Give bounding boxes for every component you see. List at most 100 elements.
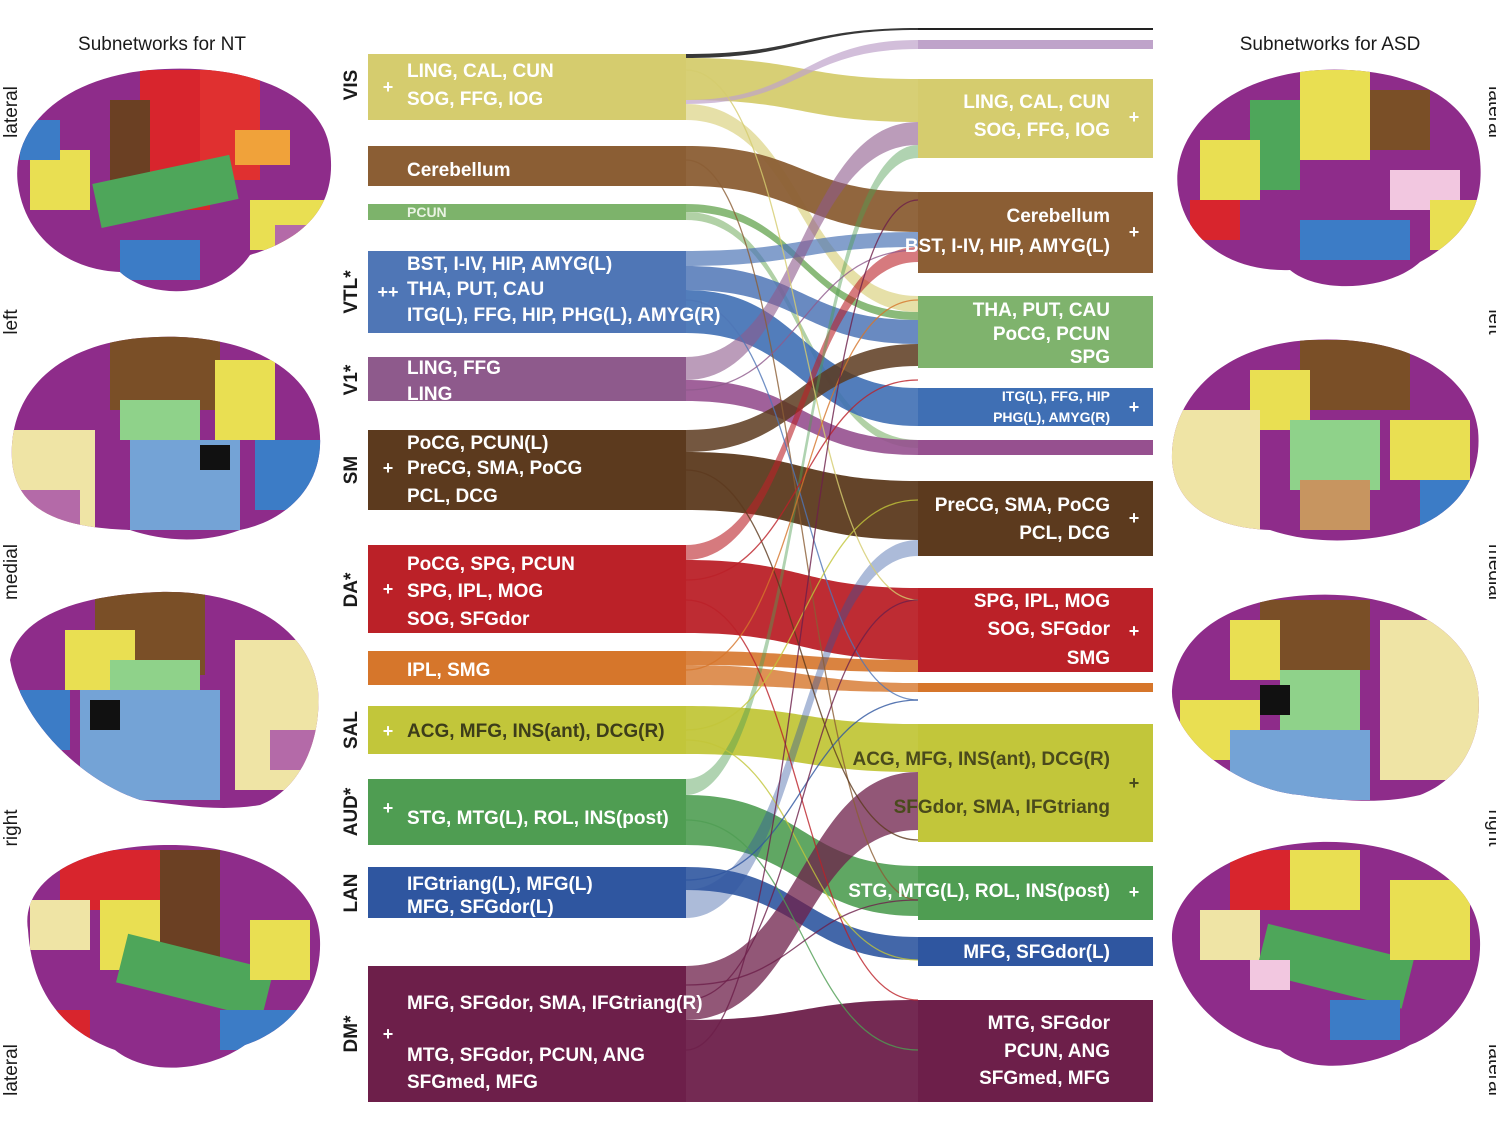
right-dm-line2: PCUN, ANG: [1004, 1041, 1110, 1062]
right-node-v1: [918, 440, 1153, 455]
right-vtl-line1: ITG(L), FFG, HIP: [1002, 388, 1110, 404]
marker-sm: +: [383, 458, 394, 478]
flow-ribbon-vis-1: [686, 58, 918, 122]
left-smg-line1: IPL, SMG: [407, 660, 490, 681]
left-da-line2: SPG, IPL, MOG: [407, 581, 543, 602]
right-title: Subnetworks for ASD: [1240, 34, 1421, 55]
right-node-aud: [918, 866, 1153, 920]
right-view-label-lateral: lateral: [1484, 86, 1496, 138]
flow-ribbon-aud-19: [686, 145, 918, 795]
left-vtl-line3: ITG(L), FFG, HIP, PHG(L), AMYG(R): [407, 305, 720, 326]
right-node-da: [918, 588, 1153, 672]
right-view-label-lateral-bottom: lateral: [1484, 1044, 1496, 1096]
left-cer-line1: Cerebellum: [407, 160, 510, 181]
flow-ribbon-smg-16: [686, 651, 918, 672]
flow-thread-10: [685, 819, 919, 1051]
left-view-label-lateral-bottom: lateral: [1, 1044, 22, 1096]
left-node-cerebellum: [368, 146, 686, 186]
left-view-label-medial: medial: [1, 544, 22, 600]
marker-aud: +: [383, 798, 394, 818]
right-da-line1: SPG, IPL, MOG: [974, 591, 1110, 612]
right-marker-vtl: +: [1129, 397, 1140, 417]
nt-brain-medial-left: [11, 336, 321, 540]
right-vis-line1: LING, CAL, CUN: [963, 92, 1110, 113]
right-sm-line2: PCL, DCG: [1019, 523, 1110, 544]
right-cer-line1: Cerebellum: [1007, 206, 1110, 227]
left-node-sm: [368, 430, 686, 510]
flow-thread-9: [685, 739, 919, 961]
left-view-label-right: right: [1, 809, 22, 847]
flow-ribbon-aud-20: [686, 795, 918, 916]
left-v1-line1: LING, FFG: [407, 358, 501, 379]
left-node-texts: LING, CAL, CUN SOG, FFG, IOG Cerebellum …: [407, 61, 720, 1093]
left-view-label-lateral: lateral: [1, 86, 22, 138]
flow-ribbon-asd_v1-11: [686, 380, 918, 455]
right-vis-line2: SOG, FFG, IOG: [974, 120, 1110, 141]
marker-vis: +: [383, 77, 394, 97]
asd-brain-medial-right: [1171, 594, 1479, 801]
flow-ribbon-asd_lilac-2: [686, 40, 918, 104]
right-node-smg: [918, 683, 1153, 692]
group-label-aud: AUD*: [341, 787, 362, 836]
nt-brain-lateral-right: [27, 845, 321, 1068]
group-label-da: DA*: [341, 572, 362, 607]
left-node-vtl: [368, 251, 686, 333]
left-node-smg: [368, 651, 686, 685]
left-pcun-line1: PCUN: [407, 204, 447, 220]
group-label-sal: SAL: [341, 711, 362, 749]
left-view-label-left: left: [1, 309, 22, 335]
flow-ribbon-sal-18: [686, 706, 918, 772]
right-vtl-line2: PHG(L), AMYG(R): [993, 409, 1110, 425]
group-label-dm: DM*: [341, 1015, 362, 1053]
flow-ribbon-asd_black-0: [686, 28, 918, 58]
flow-ribbon-sm-13: [686, 452, 918, 540]
flow-thread-0: [685, 69, 919, 601]
right-node-texts: LING, CAL, CUN SOG, FFG, IOG + Cerebellu…: [848, 92, 1139, 1089]
nt-brain-medial-right: [10, 591, 319, 808]
left-vis-line2: SOG, FFG, IOG: [407, 89, 543, 110]
left-sm-line2: PreCG, SMA, PoCG: [407, 458, 582, 479]
left-node-da: [368, 545, 686, 633]
right-node-sal: [918, 724, 1153, 842]
marker-sal: +: [383, 721, 394, 741]
marker-da: +: [383, 579, 394, 599]
right-node-lilac: [918, 40, 1153, 49]
flow-ribbon-pcun-6: [686, 212, 918, 448]
right-tha-line1: THA, PUT, CAU: [973, 300, 1110, 321]
right-node-vtl: [918, 388, 1153, 426]
left-v1-line2: LING: [407, 384, 452, 405]
group-label-sm: SM: [341, 456, 362, 485]
left-dm-line1: MFG, SFGdor, SMA, IFGtriang(R): [407, 993, 703, 1014]
flow-ribbon-smg-17: [686, 665, 918, 692]
right-marker-sm: +: [1129, 508, 1140, 528]
right-nodes: [918, 28, 1153, 1102]
left-vis-line1: LING, CAL, CUN: [407, 61, 554, 82]
left-node-lan: [368, 867, 686, 918]
left-lan-line1: IFGtriang(L), MFG(L): [407, 874, 593, 895]
flow-ribbon-da-14: [686, 247, 918, 560]
flow-thread-3: [685, 249, 919, 391]
group-label-v1: V1*: [341, 364, 362, 395]
right-lan-line1: MFG, SFGdor(L): [963, 942, 1110, 963]
right-marker-da: +: [1129, 621, 1140, 641]
left-group-labels: VIS VTL* V1* SM DA* SAL AUD* LAN DM*: [341, 70, 362, 1053]
left-vtl-line2: THA, PUT, CAU: [407, 279, 544, 300]
flow-ribbon-da-15: [686, 560, 918, 660]
left-node-dm: [368, 966, 686, 1102]
right-da-line2: SOG, SFGdor: [988, 619, 1111, 640]
flow-ribbon-cer-4: [686, 146, 918, 232]
right-node-sm: [918, 481, 1153, 556]
flow-ribbons: [685, 28, 919, 1102]
asd-brain-medial-left: [1171, 339, 1479, 541]
right-node-cerebellum: [918, 192, 1153, 273]
left-markers: + ++ + + + + +: [377, 77, 398, 1044]
group-label-vtl: VTL*: [341, 270, 362, 314]
flow-thread-2: [685, 299, 919, 701]
right-node-black: [918, 28, 1153, 30]
left-vtl-line1: BST, I-IV, HIP, AMYG(L): [407, 254, 612, 275]
flow-thread-12: [685, 599, 919, 1001]
left-sal-line1: ACG, MFG, INS(ant), DCG(R): [407, 721, 665, 742]
right-marker-vis: +: [1129, 107, 1140, 127]
right-view-label-medial: medial: [1484, 544, 1496, 600]
